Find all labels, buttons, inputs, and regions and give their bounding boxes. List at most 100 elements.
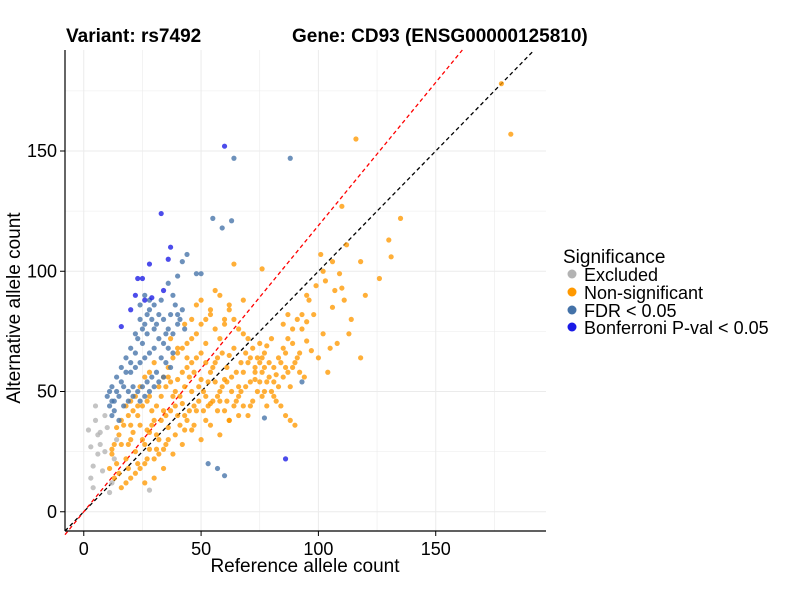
point-fdr: [128, 345, 134, 351]
point-fdr: [149, 374, 155, 380]
point-fdr: [172, 302, 178, 308]
point-nonsig: [358, 259, 364, 265]
point-nonsig: [191, 369, 197, 375]
point-nonsig: [376, 275, 383, 282]
point-nonsig: [297, 369, 303, 375]
y-tick-label: 100: [27, 261, 57, 281]
point-nonsig: [116, 432, 122, 438]
point-fdr: [210, 215, 216, 221]
point-nonsig: [240, 369, 246, 375]
point-nonsig: [257, 340, 263, 347]
point-nonsig: [236, 384, 242, 390]
legend: Significance Excluded Non-significant FD…: [563, 247, 769, 338]
point-nonsig: [205, 403, 211, 409]
point-fdr: [151, 302, 157, 308]
point-nonsig: [240, 403, 246, 409]
point-nonsig: [144, 398, 150, 404]
point-nonsig: [182, 427, 188, 433]
point-fdr: [137, 316, 143, 322]
point-nonsig: [318, 251, 324, 258]
point-nonsig: [313, 283, 319, 289]
point-fdr: [163, 331, 169, 337]
point-nonsig: [247, 403, 253, 409]
point-fdr: [114, 388, 120, 395]
point-nonsig: [163, 384, 169, 390]
point-nonsig: [329, 304, 336, 310]
point-nonsig: [236, 326, 242, 332]
axis-ticks: 0 50 100 150 0 50 100 150: [27, 141, 451, 559]
point-fdr: [146, 388, 153, 395]
point-nonsig: [252, 376, 258, 383]
point-nonsig: [167, 336, 174, 342]
point-fdr: [170, 331, 176, 337]
point-excluded: [104, 424, 110, 431]
point-fdr: [114, 374, 120, 380]
point-excluded: [90, 485, 96, 491]
point-nonsig: [268, 388, 275, 395]
point-nonsig: [240, 297, 246, 303]
point-fdr: [139, 384, 146, 390]
point-nonsig: [282, 412, 289, 419]
point-nonsig: [172, 432, 178, 438]
point-nonsig: [123, 456, 129, 462]
point-excluded: [146, 487, 153, 493]
point-nonsig: [182, 412, 188, 419]
point-fdr: [106, 388, 113, 395]
point-nonsig: [334, 340, 340, 347]
point-fdr: [287, 155, 293, 161]
point-nonsig: [189, 360, 195, 366]
variant-title: Variant: rs7492: [66, 26, 201, 47]
point-fdr: [261, 415, 268, 421]
point-nonsig: [214, 355, 221, 361]
point-nonsig: [182, 384, 188, 390]
point-nonsig: [214, 408, 221, 414]
point-excluded: [85, 427, 92, 433]
point-fdr: [135, 336, 141, 342]
point-nonsig: [200, 408, 207, 414]
point-nonsig: [184, 355, 190, 361]
point-nonsig: [144, 456, 150, 462]
point-nonsig: [261, 364, 268, 371]
point-nonsig: [170, 451, 176, 457]
point-nonsig: [325, 369, 331, 375]
point-nonsig: [224, 398, 230, 404]
point-nonsig: [142, 441, 148, 448]
point-nonsig: [273, 398, 279, 404]
point-fdr: [158, 355, 164, 361]
point-fdr: [142, 393, 148, 399]
legend-label-excluded: Excluded: [584, 265, 658, 285]
point-nonsig: [203, 360, 209, 366]
point-nonsig: [118, 441, 124, 448]
point-fdr: [165, 280, 171, 286]
point-nonsig: [203, 393, 209, 399]
point-fdr: [156, 311, 162, 318]
point-nonsig: [175, 345, 181, 351]
point-nonsig: [297, 350, 303, 356]
point-nonsig: [193, 408, 199, 414]
point-nonsig: [149, 422, 155, 428]
point-fdr: [146, 350, 153, 356]
point-nonsig: [175, 376, 181, 383]
point-fdr: [142, 321, 148, 327]
point-nonsig: [252, 364, 258, 371]
point-excluded: [109, 480, 115, 486]
point-nonsig: [278, 403, 284, 409]
point-nonsig: [196, 384, 202, 390]
point-nonsig: [207, 369, 214, 375]
point-nonsig: [214, 393, 221, 399]
point-nonsig: [170, 355, 176, 361]
point-nonsig: [266, 374, 272, 380]
point-nonsig: [221, 408, 228, 414]
point-nonsig: [268, 336, 275, 342]
point-nonsig: [179, 400, 185, 407]
point-nonsig: [287, 417, 293, 423]
point-nonsig: [144, 427, 150, 433]
point-nonsig: [257, 360, 263, 366]
point-excluded: [90, 463, 96, 469]
point-fdr: [106, 403, 113, 409]
gene-title: Gene: CD93 (ENSG00000125810): [292, 26, 588, 47]
point-nonsig: [271, 379, 277, 385]
point-nonsig: [233, 398, 239, 404]
point-nonsig: [247, 355, 253, 361]
point-nonsig: [336, 271, 343, 277]
